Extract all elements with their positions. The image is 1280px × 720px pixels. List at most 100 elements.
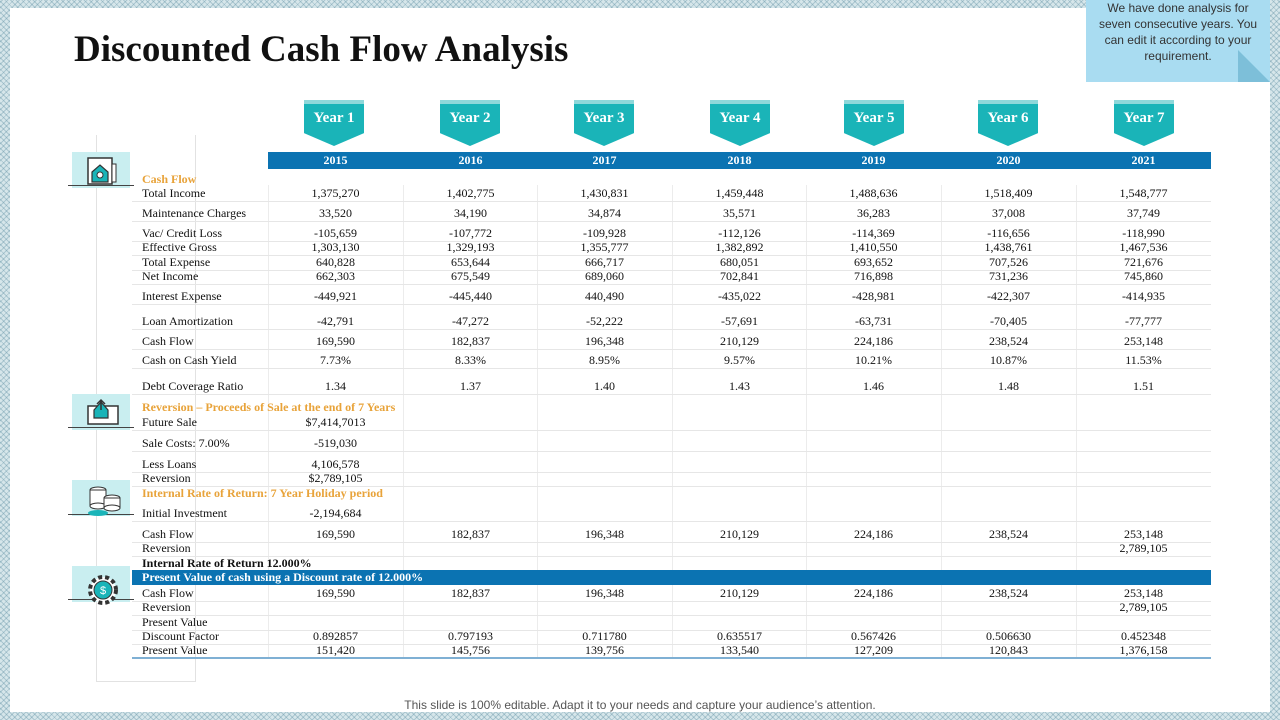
table-cell: 1,467,536 xyxy=(1119,240,1168,254)
row-divider xyxy=(132,201,1211,202)
calendar-year: 2017 xyxy=(592,153,617,167)
table-cell: -118,990 xyxy=(1122,226,1165,240)
table-cell: 1,355,777 xyxy=(580,240,629,254)
table-cell: 151,420 xyxy=(316,643,355,657)
table-cell: 716,898 xyxy=(854,269,893,283)
info-note: We have done analysis for seven consecut… xyxy=(1086,0,1270,82)
table-cell: 666,717 xyxy=(585,255,624,269)
table-cell: -114,369 xyxy=(852,226,895,240)
table-cell: 0.452348 xyxy=(1121,629,1166,643)
svg-text:$: $ xyxy=(100,585,106,597)
table-cell: 745,860 xyxy=(1124,269,1163,283)
table-bottom-rule xyxy=(132,657,1211,659)
table-cell: 182,837 xyxy=(451,586,490,600)
table-cell: 689,060 xyxy=(585,269,624,283)
row-divider xyxy=(132,284,1211,285)
table-row: Total Expense 640,828 653,644 666,717 680,05… xyxy=(132,255,1211,269)
table-cell: 1,548,777 xyxy=(1119,186,1168,200)
column-divider xyxy=(806,185,807,657)
table-cell: -63,731 xyxy=(855,314,892,328)
row-divider xyxy=(132,451,1211,452)
table-cell: 10.21% xyxy=(855,353,892,367)
table-row: Effective Gross 1,303,130 1,329,193 1,355,7… xyxy=(132,240,1211,254)
table-cell: 196,348 xyxy=(585,527,624,541)
row-label: Discount Factor xyxy=(142,629,219,643)
table-cell: 253,148 xyxy=(1124,527,1163,541)
table-row: Maintenance Charges 33,520 34,190 34,874 35,… xyxy=(132,206,1211,220)
table-cell: 731,236 xyxy=(989,269,1028,283)
table-cell: -107,772 xyxy=(449,226,492,240)
row-label: Present Value xyxy=(142,643,208,657)
table-cell: 238,524 xyxy=(989,586,1028,600)
page-curl-decoration xyxy=(1238,50,1270,82)
irr-result: Internal Rate of Return 12.000% xyxy=(142,556,312,570)
table-cell: -105,659 xyxy=(314,226,357,240)
table-cell: $7,414,7013 xyxy=(305,415,366,429)
table-cell: 253,148 xyxy=(1124,334,1163,348)
table-cell: -519,030 xyxy=(314,436,357,450)
row-divider xyxy=(132,255,1211,256)
table-cell: 662,303 xyxy=(316,269,355,283)
row-divider xyxy=(132,644,1211,645)
table-cell: 0.711780 xyxy=(582,629,627,643)
table-cell: -52,222 xyxy=(586,314,623,328)
year-badge: Year 7 xyxy=(1114,100,1174,146)
table-cell: 120,843 xyxy=(989,643,1028,657)
row-divider xyxy=(132,630,1211,631)
table-row: Total Income 1,375,270 1,402,775 1,430,831 1… xyxy=(132,186,1211,200)
row-label: Sale Costs: 7.00% xyxy=(142,436,230,450)
table-cell: 1,438,761 xyxy=(984,240,1033,254)
table-row: Net Income 662,303 675,549 689,060 702,841 71… xyxy=(132,269,1211,283)
table-cell: -47,272 xyxy=(452,314,489,328)
table-cell: $2,789,105 xyxy=(308,471,363,485)
calendar-year: 2016 xyxy=(458,153,483,167)
table-cell: -422,307 xyxy=(987,289,1030,303)
table-cell: 169,590 xyxy=(316,586,355,600)
row-divider xyxy=(132,304,1211,305)
row-label: Maintenance Charges xyxy=(142,206,247,220)
table-cell: 0.567426 xyxy=(851,629,896,643)
calendar-year: 2019 xyxy=(861,153,886,167)
table-cell: -445,440 xyxy=(449,289,492,303)
table-cell: 1,402,775 xyxy=(446,186,495,200)
table-cell: 210,129 xyxy=(720,527,759,541)
table-row: Debt Coverage Ratio 1.34 1.37 1.40 1.43 1.46 1… xyxy=(132,379,1211,393)
table-cell: 169,590 xyxy=(316,527,355,541)
row-divider xyxy=(132,615,1211,616)
table-cell: 238,524 xyxy=(989,334,1028,348)
table-row: Future Sale $7,414,7013 xyxy=(132,415,1211,429)
row-label: Vac/ Credit Loss xyxy=(142,226,222,240)
table-row: Cash Flow 169,590 182,837 196,348 210,129 224… xyxy=(132,586,1211,600)
table-cell: 1,430,831 xyxy=(580,186,629,200)
footer-note: This slide is 100% editable. Adapt it to… xyxy=(404,698,876,712)
table-cell: 224,186 xyxy=(854,334,893,348)
table-cell: 721,676 xyxy=(1124,255,1163,269)
row-divider xyxy=(132,472,1211,473)
table-cell: 1.40 xyxy=(594,379,615,393)
table-cell: 440,490 xyxy=(585,289,624,303)
table-cell: 238,524 xyxy=(989,527,1028,541)
table-cell: 1.37 xyxy=(460,379,481,393)
calendar-year: 2021 xyxy=(1131,153,1156,167)
table-cell: -2,194,684 xyxy=(309,506,362,520)
table-cell: 1.51 xyxy=(1133,379,1154,393)
table-cell: 2,789,105 xyxy=(1119,541,1168,555)
table-row: Reversion $2,789,105 xyxy=(132,471,1211,485)
table-cell: 182,837 xyxy=(451,527,490,541)
table-row: Less Loans 4,106,578 xyxy=(132,457,1211,471)
row-label: Initial Investment xyxy=(142,506,227,520)
table-cell: 37,749 xyxy=(1127,206,1160,220)
table-cell: 1,518,409 xyxy=(984,186,1033,200)
row-divider xyxy=(132,394,1211,395)
table-cell: 675,549 xyxy=(451,269,490,283)
section-irr: Internal Rate of Return: 7 Year Holiday … xyxy=(142,486,383,500)
table-cell: 10.87% xyxy=(990,353,1027,367)
table-cell: 1,329,193 xyxy=(446,240,495,254)
table-cell: 2,789,105 xyxy=(1119,600,1168,614)
row-label: Loan Amortization xyxy=(142,314,233,328)
row-label: Reversion xyxy=(142,471,191,485)
table-cell: 0.797193 xyxy=(448,629,493,643)
row-divider xyxy=(132,556,1211,557)
table-cell: -449,921 xyxy=(314,289,357,303)
house-calculator-icon xyxy=(87,157,117,185)
